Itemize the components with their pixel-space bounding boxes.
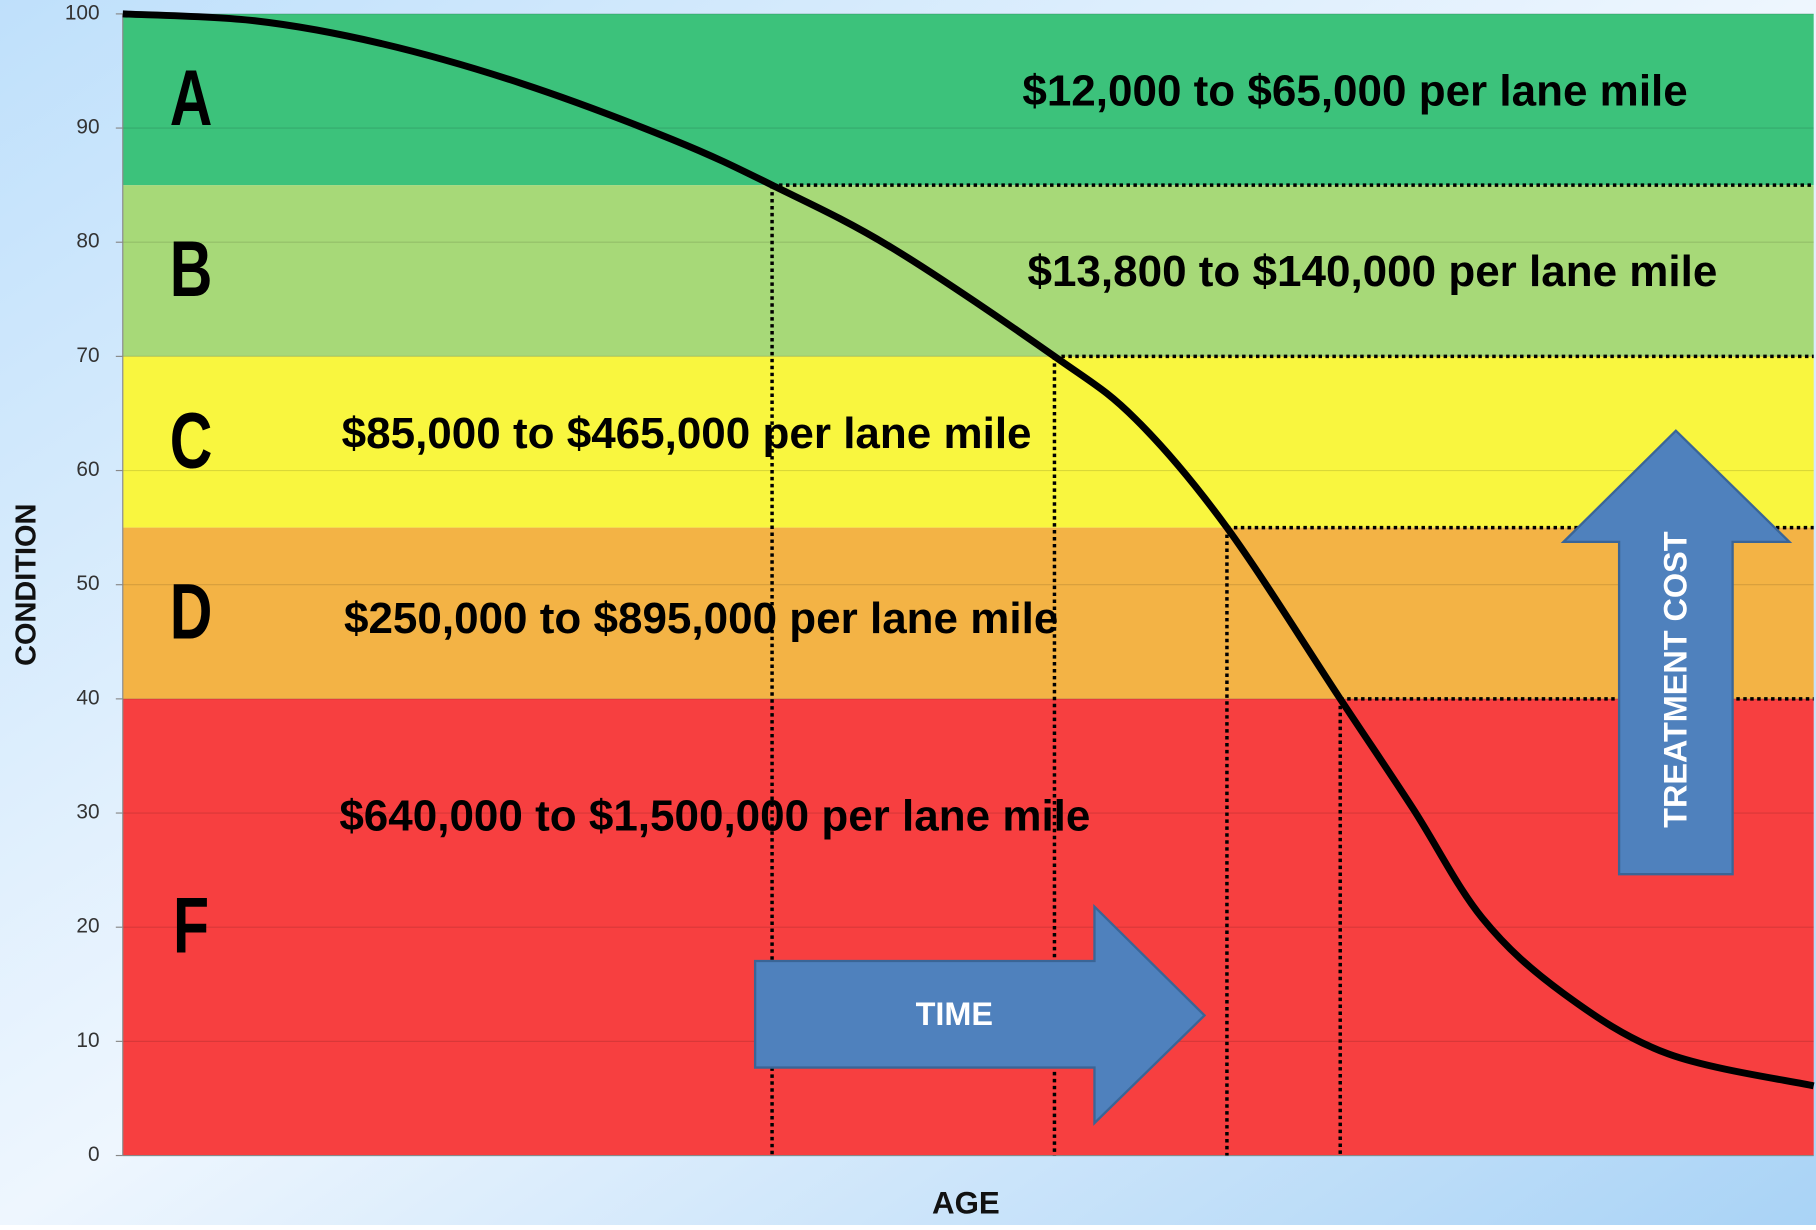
y-tick-label: 50 <box>76 572 99 595</box>
y-tick-label: 30 <box>76 801 99 824</box>
y-tick-label: 10 <box>76 1029 99 1052</box>
grade-letter: F <box>173 881 209 969</box>
condition-curve <box>122 10 1815 1090</box>
cost-arrow <box>1560 429 1793 876</box>
cost-range: $85,000 to $465,000 per lane mile <box>342 409 1032 458</box>
grade-band <box>122 185 1814 357</box>
grade-letter: A <box>170 54 213 142</box>
grade-letter: D <box>170 567 213 655</box>
y-tick-label: 40 <box>76 686 99 709</box>
cost-label: TREATMENT COST <box>1658 531 1694 828</box>
y-tick-label: 20 <box>76 915 99 938</box>
grade-band <box>122 13 1814 186</box>
y-axis-label: CONDITION <box>10 504 42 666</box>
cost-range: $250,000 to $895,000 per lane mile <box>344 594 1058 643</box>
y-tick-label: 60 <box>76 458 99 481</box>
y-tick-label: 70 <box>76 344 99 367</box>
time-label: TIME <box>916 996 993 1032</box>
grade-band <box>122 356 1814 528</box>
x-axis-label: AGE <box>932 1186 1000 1221</box>
cost-range: $12,000 to $65,000 per lane mile <box>1022 66 1687 115</box>
y-tick-label: 90 <box>76 116 99 139</box>
grade-letter: B <box>170 225 213 313</box>
grade-letter: C <box>170 396 213 484</box>
y-tick-label: 100 <box>65 1 100 24</box>
time-arrow <box>753 903 1207 1126</box>
y-tick-label: 0 <box>88 1143 100 1166</box>
y-tick-label: 80 <box>76 230 99 253</box>
grade-band <box>122 527 1814 699</box>
cost-range: $640,000 to $1,500,000 per lane mile <box>339 791 1090 840</box>
cost-range: $13,800 to $140,000 per lane mile <box>1027 247 1717 296</box>
grade-band <box>122 698 1814 1156</box>
